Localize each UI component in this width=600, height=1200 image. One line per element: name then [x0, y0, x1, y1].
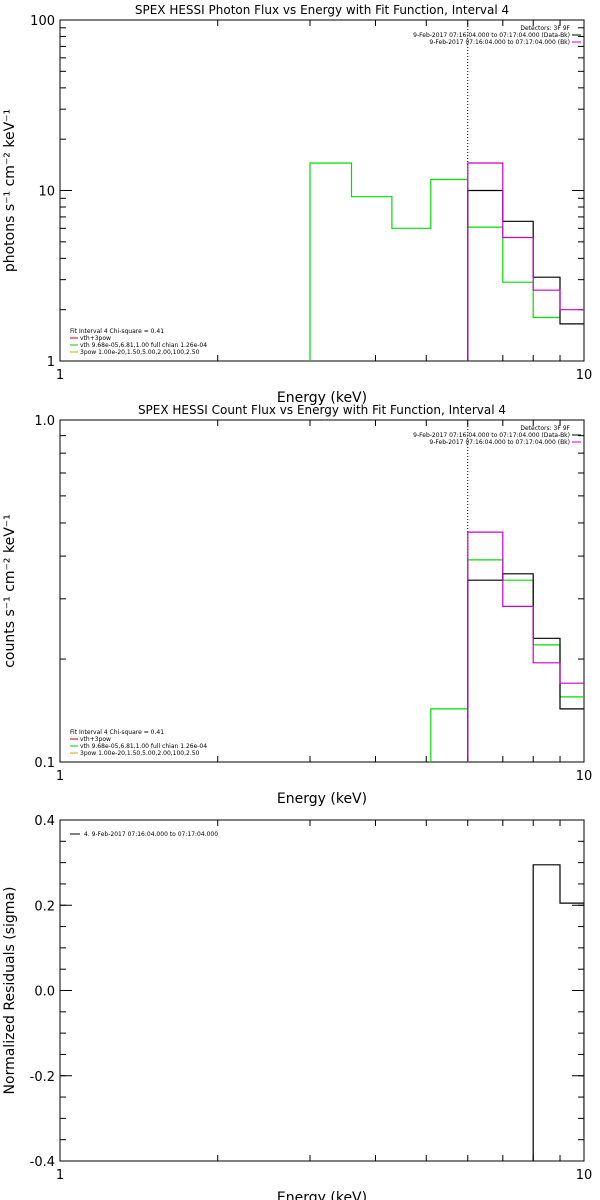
panel-1: SPEX HESSI Photon Flux vs Energy with Fi… [2, 3, 592, 406]
legend-entry: vth+3pow [80, 335, 111, 342]
legend-top-left: 4. 9-Feb-2017 07:16:04.000 to 07:17:04.0… [70, 831, 218, 838]
y-tick-label: 0.2 [34, 899, 55, 914]
x-axis: 1 10 Energy (keV) [56, 420, 592, 807]
plot-frame [59, 419, 585, 763]
y-axis: -0.4 -0.2 0.0 0.2 0.4 Normalized Residuals (s… [2, 814, 584, 1170]
x-tick-label: 1 [56, 769, 64, 784]
x-axis: 1 10 Energy (keV) [56, 20, 592, 406]
series-3-line [467, 531, 584, 762]
x-tick-label: 1 [56, 1168, 64, 1183]
legend-top-right: Detectors: 3F 9F9-Feb-2017 07:16:04.000 … [413, 425, 581, 446]
y-tick-label: 0.1 [34, 756, 55, 771]
y-tick-label: 1 [47, 355, 55, 370]
series-group [430, 531, 584, 762]
series-1-line [532, 864, 584, 1161]
plot-frame [59, 19, 585, 362]
y-axis: 0.1 1.0 counts s⁻¹ cm⁻² keV⁻¹ [2, 414, 584, 771]
x-tick-label: 10 [576, 769, 593, 784]
legend-entry: 9-Feb-2017 07:16:04.000 to 07:17:04.000 … [413, 32, 570, 39]
panel-3: 1 10 Energy (keV) -0.4 -0.2 0.0 0.2 0.4 Normaliz… [2, 814, 592, 1200]
y-axis-label: counts s⁻¹ cm⁻² keV⁻¹ [2, 514, 18, 668]
series-1-line [309, 162, 560, 361]
legend-entry: 3pow 1.00e-20,1.50,5.00,2.00,100,2.50 [80, 750, 200, 757]
x-tick-label: 10 [576, 1168, 593, 1183]
legend-entry: vth 9.68e-05,6.81,1.00 full chian 1.26e-… [80, 743, 207, 750]
x-axis: 1 10 Energy (keV) [56, 820, 592, 1200]
y-tick-label: -0.2 [30, 1070, 55, 1085]
legend-top-right: Detectors: 3F 9F9-Feb-2017 07:16:04.000 … [413, 25, 581, 46]
legend-entry: vth 9.68e-05,6.81,1.00 full chian 1.26e-… [80, 342, 207, 349]
legend-header: Detectors: 3F 9F [520, 25, 570, 32]
chart-title: SPEX HESSI Count Flux vs Energy with Fit… [138, 403, 506, 417]
chart-title: SPEX HESSI Photon Flux vs Energy with Fi… [135, 3, 509, 17]
series-1-line [430, 559, 584, 762]
series-3-line [467, 162, 584, 361]
y-tick-label: -0.4 [30, 1155, 55, 1170]
legend-header: Fit Interval 4 Chi-square = 0.41 [70, 328, 164, 335]
legend-entry: 9-Feb-2017 07:16:04.000 to 07:17:04.000 … [429, 439, 570, 446]
legend-header: Detectors: 3F 9F [520, 425, 570, 432]
y-tick-label: 0.4 [34, 814, 55, 829]
legend-entry: 9-Feb-2017 07:16:04.000 to 07:17:04.000 … [429, 39, 570, 46]
series-group [309, 162, 584, 361]
series-group [532, 864, 584, 1161]
y-axis-label: Normalized Residuals (sigma) [2, 887, 18, 1095]
y-tick-label: 100 [30, 14, 55, 29]
legend-entry: 3pow 1.00e-20,1.50,5.00,2.00,100,2.50 [80, 349, 200, 356]
legend-bottom-left: Fit Interval 4 Chi-square = 0.41vth+3pow… [70, 729, 207, 757]
y-tick-label: 1.0 [34, 414, 55, 429]
legend-bottom-left: Fit Interval 4 Chi-square = 0.41vth+3pow… [70, 328, 207, 356]
y-axis-label: photons s⁻¹ cm⁻² keV⁻¹ [2, 109, 18, 272]
x-axis-label: Energy (keV) [277, 390, 367, 406]
y-tick-label: 0.0 [34, 985, 55, 1000]
legend-entry: 9-Feb-2017 07:16:04.000 to 07:17:04.000 … [413, 432, 570, 439]
plot-frame [59, 819, 585, 1162]
x-tick-label: 1 [56, 368, 64, 383]
series-2-line [467, 573, 584, 762]
legend-header: Fit Interval 4 Chi-square = 0.41 [70, 729, 164, 736]
x-axis-label: Energy (keV) [277, 791, 367, 807]
panel-2: SPEX HESSI Count Flux vs Energy with Fit… [2, 403, 592, 807]
series-2-line [467, 189, 584, 361]
legend-entry: 4. 9-Feb-2017 07:16:04.000 to 07:17:04.0… [84, 831, 218, 838]
x-tick-label: 10 [576, 368, 593, 383]
y-tick-label: 10 [38, 185, 55, 200]
legend-entry: vth+3pow [80, 736, 111, 743]
x-axis-label: Energy (keV) [277, 1190, 367, 1200]
y-axis: 1 10 100 photons s⁻¹ cm⁻² keV⁻¹ [2, 14, 584, 370]
